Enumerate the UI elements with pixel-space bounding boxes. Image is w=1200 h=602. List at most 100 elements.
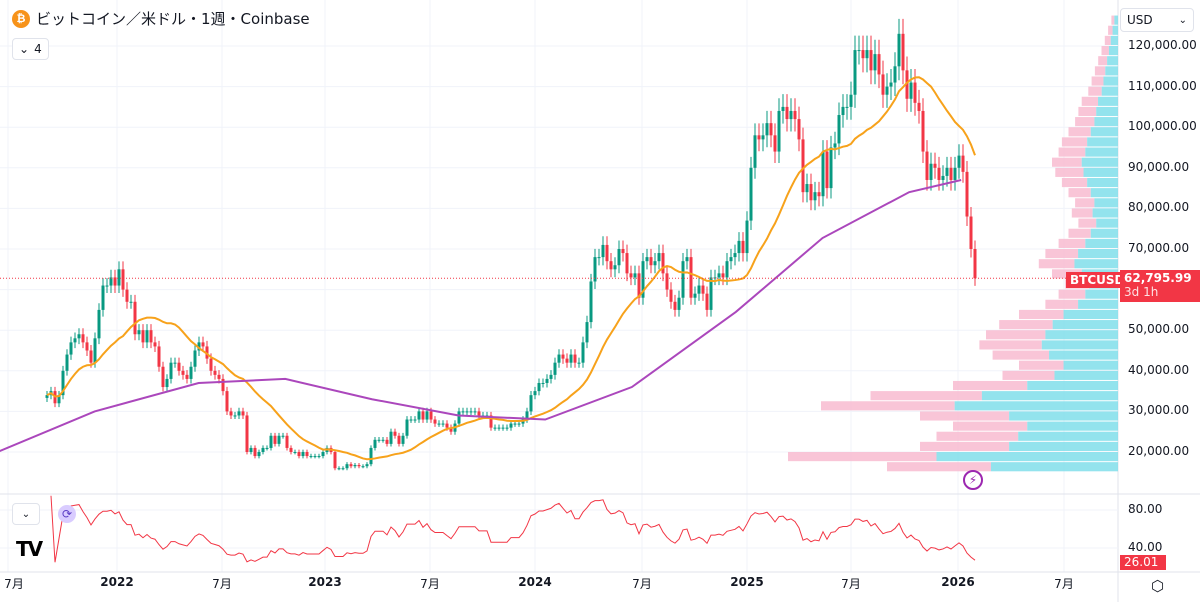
- volume-profile-bar-up: [1087, 177, 1118, 188]
- candle-body: [873, 54, 877, 71]
- candle-body: [953, 167, 957, 180]
- price-axis-label: 20,000.00: [1128, 444, 1190, 458]
- candle-body: [805, 184, 809, 193]
- candle-body: [473, 411, 477, 413]
- candle-body: [377, 439, 381, 441]
- volume-profile-bar-up: [1027, 380, 1118, 391]
- bitcoin-icon: ₿: [12, 9, 30, 28]
- candle-body: [293, 452, 297, 453]
- volume-profile-bar-up: [1063, 360, 1118, 370]
- candle-body: [657, 253, 661, 262]
- symbol-title[interactable]: ビットコイン／米ドル・1週・Coinbase: [36, 10, 310, 28]
- sync-icon[interactable]: ⟳: [58, 505, 76, 523]
- candle-body: [445, 423, 449, 428]
- candle-body: [669, 289, 673, 302]
- candle-body: [809, 184, 813, 201]
- volume-profile-bar-down: [1111, 15, 1115, 25]
- candle-body: [773, 135, 777, 152]
- candle-body: [457, 411, 461, 424]
- volume-profile-bar-up: [1085, 289, 1118, 299]
- settings-icon[interactable]: ⬡: [1151, 577, 1165, 595]
- volume-profile-bar-up: [1096, 106, 1118, 117]
- candle-body: [909, 82, 913, 99]
- candle-body: [181, 370, 185, 375]
- candle-body: [617, 249, 621, 266]
- candle-body: [561, 354, 565, 359]
- rsi-line: [50, 495, 976, 563]
- candle-body: [337, 468, 341, 470]
- candle-body: [693, 293, 697, 298]
- candle-body: [629, 273, 633, 278]
- candle-body: [661, 253, 665, 274]
- candle-body: [653, 261, 657, 266]
- candle-body: [461, 411, 465, 413]
- candle-body: [341, 468, 345, 470]
- indicators-toggle[interactable]: ⌄ 4: [12, 38, 49, 60]
- candle-body: [585, 322, 589, 343]
- candle-body: [313, 456, 317, 458]
- volume-profile-bar-up: [1081, 157, 1118, 167]
- volume-profile-bar-up: [990, 462, 1118, 472]
- volume-profile-bar-up: [1114, 15, 1118, 25]
- candle-body: [305, 452, 309, 457]
- candle-body: [85, 342, 89, 351]
- currency-select[interactable]: USD ⌄: [1120, 8, 1194, 32]
- candle-body: [113, 277, 117, 286]
- lightning-icon[interactable]: ⚡: [963, 470, 983, 490]
- candle-body: [309, 456, 313, 458]
- candle-body: [381, 439, 385, 441]
- volume-profile-bar-up: [1041, 340, 1118, 350]
- volume-profile-bar-up: [1078, 249, 1118, 259]
- candle-body: [397, 435, 401, 444]
- volume-profile-bar-up: [1110, 35, 1118, 45]
- candle-body: [317, 456, 321, 458]
- chevron-down-icon: ⌄: [21, 508, 31, 520]
- candle-body: [61, 370, 65, 396]
- volume-profile-bar-up: [954, 401, 1118, 411]
- time-axis-label: 7月: [212, 577, 232, 591]
- candle-body: [821, 151, 825, 197]
- candle-body: [833, 143, 837, 148]
- candle-body: [973, 249, 977, 279]
- candle-body: [797, 119, 801, 140]
- candle-body: [757, 135, 761, 140]
- candle-body: [525, 411, 529, 420]
- volume-profile-bar-up: [1107, 56, 1118, 66]
- candle-body: [885, 86, 889, 95]
- candle-body: [385, 439, 389, 444]
- candle-body: [57, 395, 61, 404]
- candle-body: [569, 354, 573, 363]
- candle-body: [257, 452, 261, 457]
- candle-body: [717, 273, 721, 278]
- volume-profile-bar-up: [1098, 96, 1118, 106]
- candle-body: [649, 257, 653, 266]
- time-axis-label: 2025: [730, 575, 764, 589]
- candle-body: [145, 330, 149, 343]
- candle-body: [881, 74, 885, 95]
- candle-body: [405, 419, 409, 436]
- candle-body: [209, 358, 213, 371]
- volume-profile-bar-down: [870, 391, 982, 401]
- volume-profile-bar-up: [1096, 218, 1118, 228]
- candle-body: [633, 273, 637, 278]
- rsi-collapse-button[interactable]: ⌄: [12, 503, 40, 525]
- chevron-down-icon: ⌄: [19, 42, 30, 56]
- candle-body: [297, 452, 301, 457]
- candle-body: [417, 411, 421, 420]
- candle-body: [429, 411, 433, 420]
- chart-title: ₿ ビットコイン／米ドル・1週・Coinbase: [12, 8, 310, 29]
- candle-body: [641, 261, 645, 298]
- candle-body: [645, 257, 649, 262]
- candle-body: [149, 330, 153, 343]
- price-axis-label: 50,000.00: [1128, 322, 1190, 337]
- volume-profile-bar-down: [1038, 259, 1075, 269]
- volume-profile-bar-down: [936, 431, 1019, 441]
- candle-body: [605, 244, 609, 262]
- candle-body: [373, 439, 377, 448]
- volume-profile-bar-up: [1054, 370, 1118, 380]
- volume-profile-bar-up: [1085, 147, 1118, 157]
- candle-body: [269, 435, 273, 448]
- candle-body: [101, 285, 105, 310]
